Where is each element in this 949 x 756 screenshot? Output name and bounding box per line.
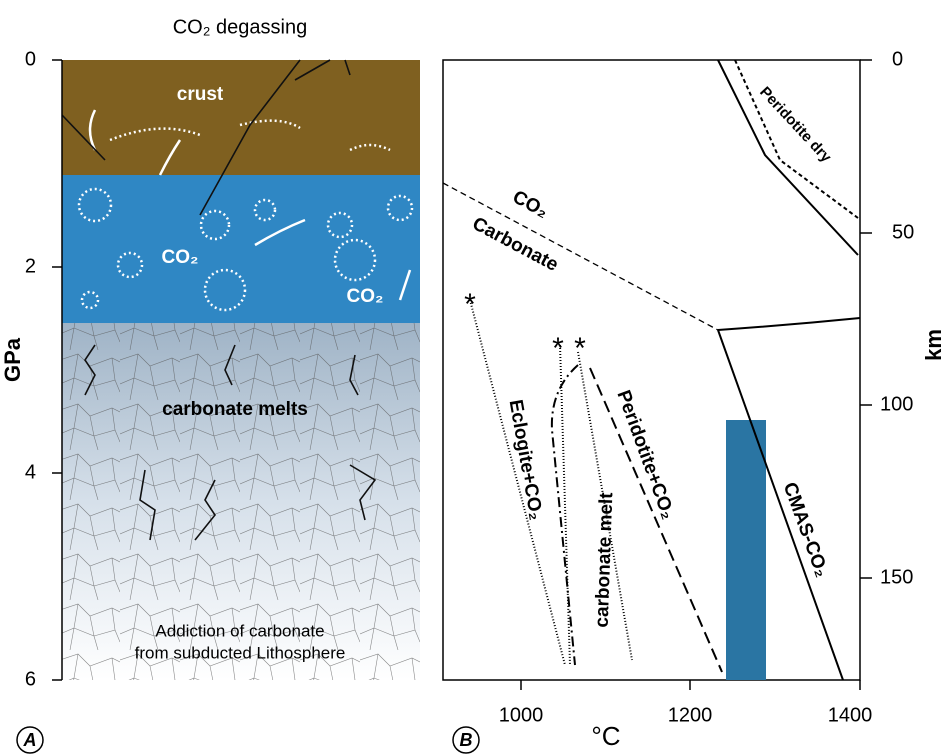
panel-a-title: CO₂ degassing	[173, 16, 308, 38]
x-tick-label: 1400	[828, 704, 873, 726]
melts-label: carbonate melts	[162, 399, 308, 420]
y2-tick-label: 150	[880, 566, 913, 588]
svg-text:*: *	[574, 332, 586, 365]
x-tick-label: 1200	[668, 704, 713, 726]
co2-label: CO₂	[162, 247, 199, 268]
note-line: Addiction of carbonate	[155, 621, 324, 640]
figure: CO₂ degassing crust CO₂ CO₂ carbonate me…	[0, 0, 949, 756]
svg-text:*: *	[464, 288, 476, 321]
y-tick-label: 6	[25, 668, 36, 690]
blue-field	[726, 420, 766, 680]
y-tick-label: 4	[25, 461, 36, 483]
x-axis-label: °C	[591, 721, 620, 751]
panel-label: A	[23, 730, 37, 750]
y-tick-label: 2	[25, 255, 36, 277]
y2-tick-marks	[860, 60, 872, 578]
note-line: from subducted Lithosphere	[135, 643, 346, 662]
y2-tick-label: 50	[892, 221, 914, 243]
x-tick-label: 1000	[499, 704, 544, 726]
y-axis-label: GPa	[0, 337, 25, 382]
co2-label: CO₂	[347, 286, 384, 307]
y-tick-label: 0	[25, 48, 36, 70]
crust-label: crust	[177, 84, 224, 105]
panel-label: B	[460, 730, 473, 750]
y2-tick-label: 100	[880, 393, 913, 415]
y2-tick-label: 0	[892, 48, 903, 70]
y-tick-marks	[52, 60, 62, 680]
svg-text:*: *	[552, 332, 564, 365]
x-tick-marks	[521, 680, 860, 690]
plot-frame	[443, 60, 860, 680]
y2-axis-label: km	[921, 329, 946, 361]
crust-layer	[62, 60, 420, 175]
